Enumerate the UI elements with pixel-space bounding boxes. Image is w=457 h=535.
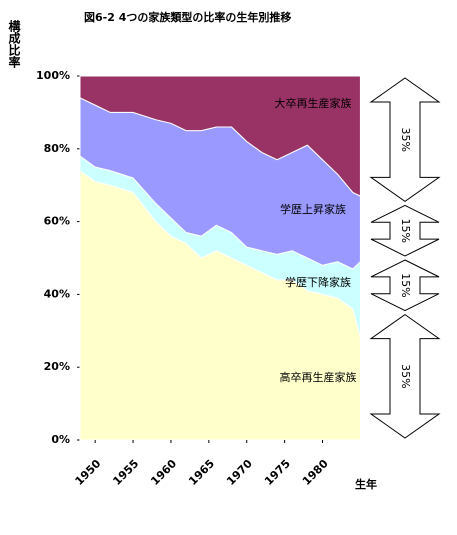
y-tick-label: 100% (36, 69, 70, 82)
y-tick-label: 20% (44, 360, 70, 373)
y-tick-label: 80% (44, 142, 70, 155)
y-tick-label: 60% (44, 215, 70, 228)
x-tick-label: 1975 (262, 457, 293, 488)
x-tick-label: 1950 (73, 457, 104, 488)
annotation-arrow (369, 77, 441, 203)
x-tick-label: 1965 (186, 457, 217, 488)
series-label: 高卒再生産家族 (280, 370, 357, 384)
series-label: 学歴下降家族 (285, 275, 351, 289)
area (79, 75, 361, 197)
annotation-arrow (369, 313, 441, 439)
series-label: 学歴上昇家族 (280, 202, 346, 216)
annotation-arrow (370, 259, 440, 312)
x-tick-label: 1980 (300, 457, 331, 488)
x-tick-label: 1960 (148, 457, 179, 488)
x-tick-label: 1970 (224, 457, 255, 488)
annotation-label: 35% (399, 127, 412, 151)
y-tick-label: 0% (51, 433, 70, 446)
series-label: 大卒再生産家族 (275, 96, 352, 110)
annotation-label: 35% (399, 364, 412, 388)
x-tick-label: 1955 (110, 457, 141, 488)
annotation-label: 15% (399, 273, 412, 297)
annotation-arrow (370, 204, 440, 257)
x-axis-label: 生年 (355, 477, 377, 491)
y-tick-label: 40% (44, 287, 70, 300)
annotation-label: 15% (399, 218, 412, 242)
chart-title: 図6-2 4つの家族類型の比率の生年別推移 (84, 10, 291, 24)
y-axis-label: 構成比率 (7, 19, 21, 69)
